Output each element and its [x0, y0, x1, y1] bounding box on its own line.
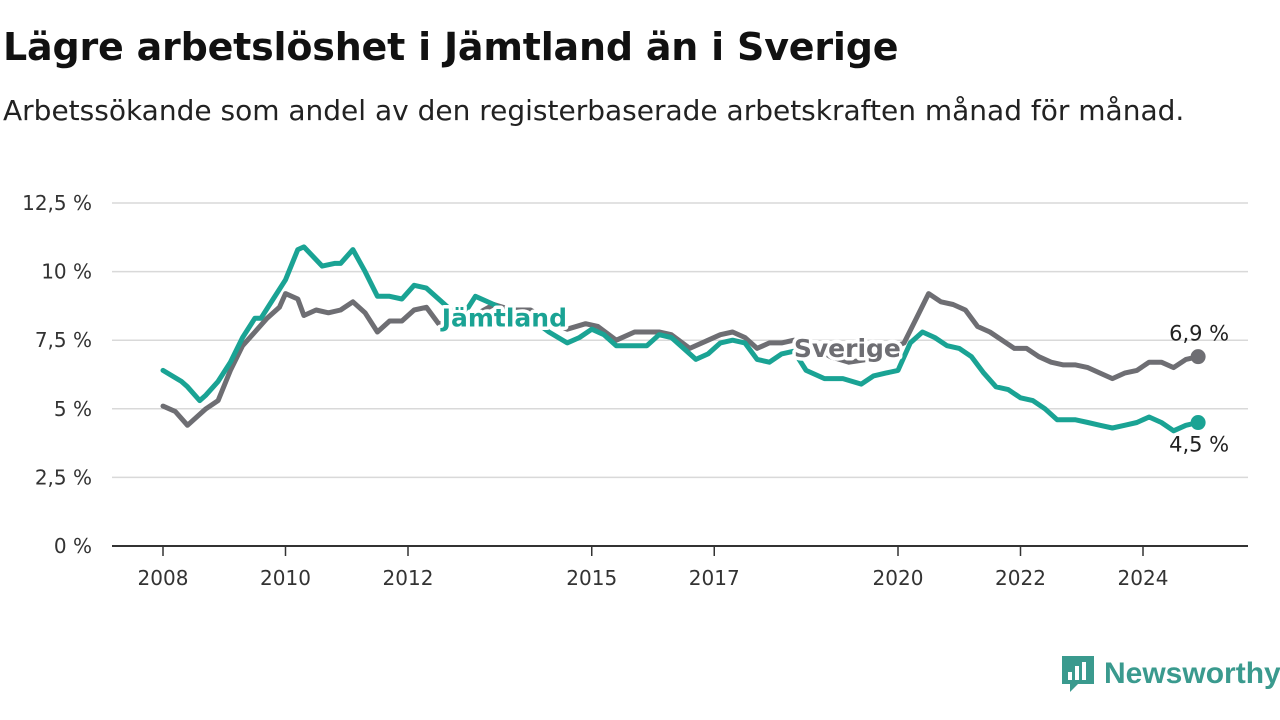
end-point-jamtland [1190, 415, 1206, 431]
y-tick-label: 12,5 % [22, 191, 92, 215]
x-tick-label: 2022 [995, 566, 1046, 590]
x-tick-label: 2017 [689, 566, 740, 590]
brand-name: Newsworthy [1104, 657, 1280, 690]
series-line-jamtland [160, 244, 1201, 434]
y-tick-label: 2,5 % [35, 465, 92, 489]
series-name-halo-sverige: Sverige [794, 334, 901, 363]
chart-title: Lägre arbetslöshet i Jämtland än i Sveri… [3, 25, 899, 69]
x-tick-label: 2012 [383, 566, 434, 590]
end-value-label-jamtland: 4,5 % [1169, 433, 1229, 457]
brand-logo: Newsworthy [1060, 654, 1280, 694]
end-value-label-sverige: 6,9 % [1169, 322, 1229, 346]
x-tick-label: 2010 [260, 566, 311, 590]
chart-subtitle: Arbetssökande som andel av den registerb… [3, 94, 1185, 127]
y-axis-ticks: 0 % 2,5 % 5 % 7,5 % 10 % 12,5 % [22, 191, 92, 558]
x-tick-label: 2008 [138, 566, 189, 590]
series-name-label-jamtland: Jämtland [440, 303, 567, 332]
y-tick-label: 5 % [54, 397, 92, 421]
x-tick-label: 2020 [873, 566, 924, 590]
x-tick-label: 2015 [566, 566, 617, 590]
newsworthy-logo-icon [1062, 656, 1094, 692]
x-tick-label: 2024 [1118, 566, 1169, 590]
end-point-sverige [1190, 349, 1206, 365]
series-name-halo-jamtland: Jämtland [440, 303, 567, 332]
y-tick-label: 0 % [54, 534, 92, 558]
y-tick-label: 7,5 % [35, 328, 92, 352]
series-name-label-sverige: Sverige [794, 334, 901, 363]
x-axis: 2008 2010 2012 2015 2017 2020 2022 2024 [112, 545, 1248, 590]
series-lines [160, 244, 1206, 434]
y-tick-label: 10 % [41, 260, 92, 284]
series-line-sverige [160, 291, 1201, 428]
